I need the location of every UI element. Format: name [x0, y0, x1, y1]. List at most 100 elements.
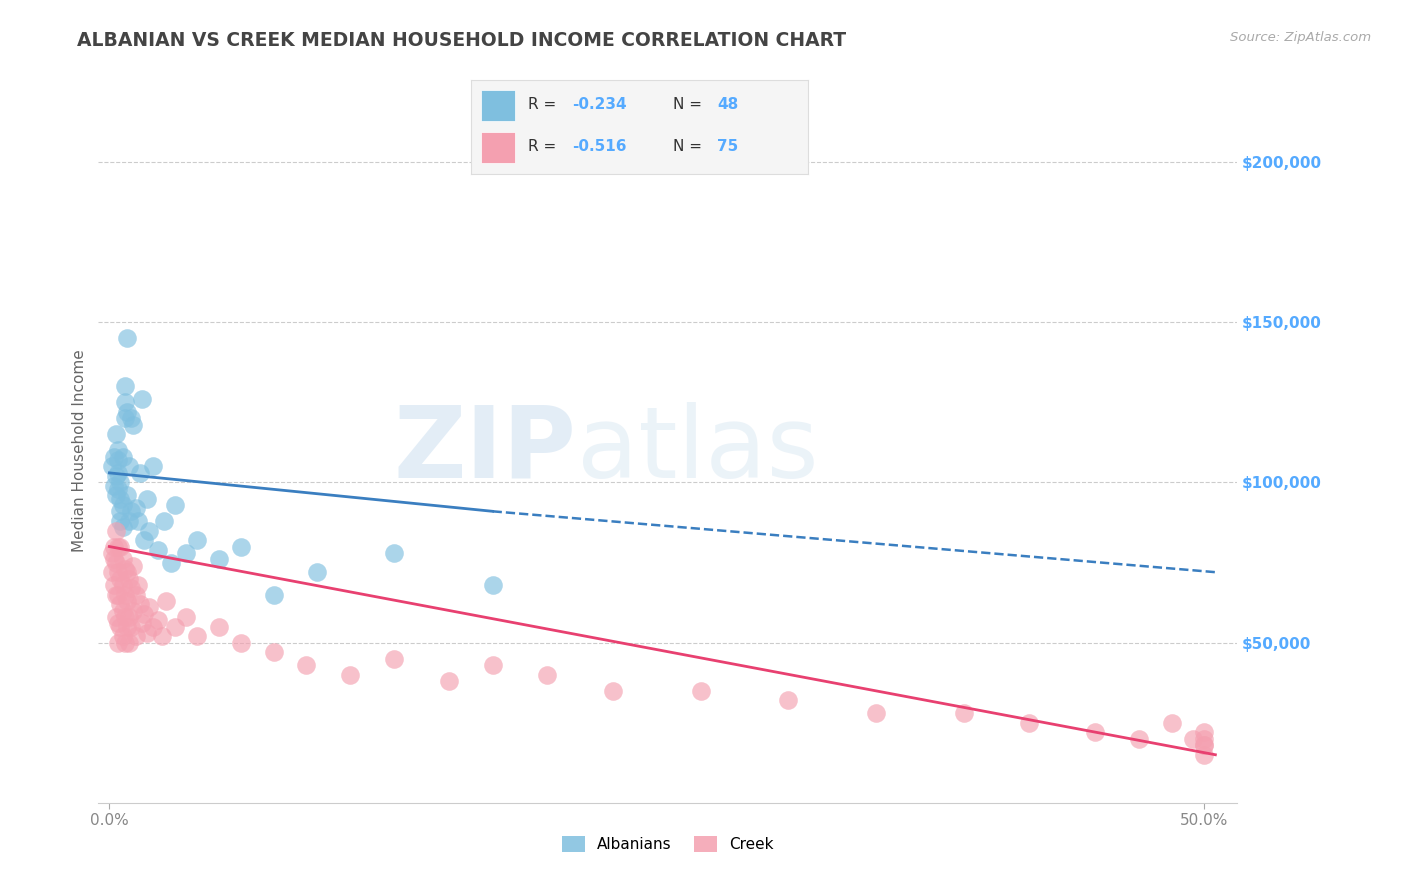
Point: [104, 588, 127, 602]
Point: [208, 552, 231, 566]
Point: [122, 558, 145, 573]
Point: [103, 552, 125, 566]
Point: [1084, 725, 1107, 739]
Point: [778, 693, 800, 707]
Y-axis label: Median Household Income: Median Household Income: [72, 349, 87, 552]
Point: [107, 482, 129, 496]
Point: [114, 395, 136, 409]
Point: [124, 588, 146, 602]
FancyBboxPatch shape: [481, 132, 515, 162]
Point: [186, 533, 208, 548]
Text: atlas: atlas: [576, 402, 818, 499]
Text: R =: R =: [529, 139, 561, 154]
Point: [142, 459, 165, 474]
Point: [1194, 738, 1216, 752]
Point: [107, 540, 129, 554]
Point: [1160, 715, 1182, 730]
Point: [134, 533, 156, 548]
Point: [110, 475, 132, 490]
Text: Source: ZipAtlas.com: Source: ZipAtlas.com: [1230, 31, 1371, 45]
Text: -0.234: -0.234: [572, 97, 627, 112]
Point: [135, 626, 157, 640]
Point: [110, 619, 132, 633]
Point: [263, 588, 285, 602]
Point: [104, 488, 127, 502]
Point: [129, 466, 152, 480]
Point: [131, 616, 153, 631]
Point: [104, 610, 127, 624]
Point: [110, 572, 132, 586]
Point: [124, 629, 146, 643]
Point: [111, 578, 134, 592]
Point: [186, 629, 208, 643]
Point: [104, 524, 127, 538]
Point: [339, 667, 361, 681]
Point: [100, 546, 122, 560]
Point: [150, 629, 173, 643]
Point: [115, 405, 138, 419]
Point: [155, 594, 177, 608]
Point: [107, 443, 129, 458]
Point: [103, 540, 125, 554]
Text: 48: 48: [717, 97, 738, 112]
Point: [1194, 747, 1216, 762]
Point: [110, 514, 132, 528]
Point: [110, 491, 132, 506]
Point: [118, 459, 141, 474]
Point: [159, 556, 181, 570]
Point: [689, 683, 711, 698]
Point: [382, 651, 405, 665]
Point: [536, 667, 558, 681]
Point: [104, 469, 127, 483]
Point: [1128, 731, 1150, 746]
Point: [165, 498, 187, 512]
Point: [118, 572, 141, 586]
Text: R =: R =: [529, 97, 561, 112]
Point: [114, 588, 136, 602]
Point: [100, 565, 122, 579]
Point: [103, 578, 125, 592]
Point: [122, 604, 145, 618]
Point: [103, 450, 125, 464]
Point: [229, 540, 252, 554]
Point: [138, 524, 160, 538]
Point: [115, 594, 138, 608]
Point: [107, 453, 129, 467]
Point: [165, 619, 187, 633]
Point: [146, 613, 169, 627]
Text: 75: 75: [717, 139, 738, 154]
Point: [120, 411, 142, 425]
Point: [1194, 738, 1216, 752]
FancyBboxPatch shape: [481, 89, 515, 120]
Point: [138, 600, 160, 615]
Point: [104, 556, 127, 570]
Point: [127, 578, 149, 592]
Point: [110, 504, 132, 518]
Point: [120, 504, 142, 518]
Point: [111, 450, 134, 464]
Point: [153, 514, 176, 528]
Point: [208, 619, 231, 633]
Point: [114, 379, 136, 393]
Point: [107, 565, 129, 579]
Point: [129, 597, 152, 611]
Point: [295, 658, 318, 673]
Point: [114, 411, 136, 425]
Point: [1182, 731, 1205, 746]
Point: [134, 607, 156, 621]
Point: [111, 520, 134, 534]
Point: [118, 610, 141, 624]
Point: [1018, 715, 1040, 730]
Point: [107, 635, 129, 649]
Point: [111, 498, 134, 512]
Point: [124, 501, 146, 516]
Point: [111, 552, 134, 566]
Point: [481, 658, 503, 673]
Point: [104, 427, 127, 442]
Point: [437, 674, 460, 689]
Point: [131, 392, 153, 407]
Point: [602, 683, 624, 698]
Point: [1194, 725, 1216, 739]
Point: [229, 635, 252, 649]
Point: [110, 597, 132, 611]
